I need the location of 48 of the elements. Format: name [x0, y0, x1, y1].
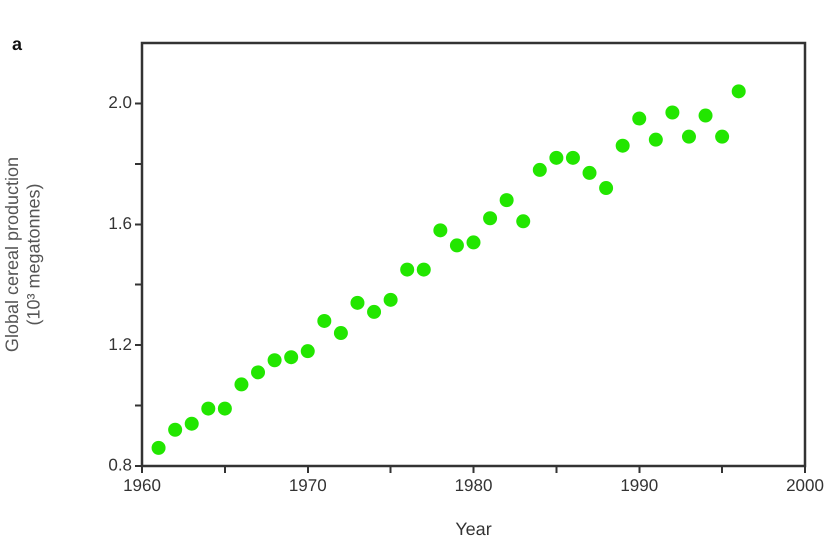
x-tick-label: 1980 — [454, 476, 492, 495]
y-axis-title: Global cereal production (10³ megatonnes) — [2, 156, 44, 352]
point — [450, 238, 464, 252]
point — [300, 344, 315, 358]
point — [433, 223, 448, 238]
point — [616, 138, 630, 153]
point — [152, 440, 166, 455]
point — [549, 150, 564, 165]
point — [715, 130, 730, 144]
x-tick-label: 1990 — [620, 476, 658, 495]
point — [168, 422, 182, 437]
point — [732, 84, 746, 98]
point — [648, 132, 663, 147]
point — [566, 150, 580, 165]
x-tick-label: 1960 — [123, 476, 161, 495]
text: a — [12, 34, 23, 54]
point — [384, 292, 398, 307]
point — [268, 353, 282, 368]
x-axis-title: Year — [455, 519, 492, 540]
point — [483, 211, 498, 226]
point — [251, 365, 266, 380]
point — [698, 108, 713, 123]
x-tick-label: 1970 — [288, 476, 327, 495]
y-tick-label: 1.2 — [108, 334, 132, 354]
point — [218, 402, 232, 416]
point — [317, 314, 332, 328]
point — [350, 296, 364, 310]
point — [500, 193, 514, 208]
point — [234, 377, 248, 392]
point — [184, 416, 199, 431]
point — [532, 162, 547, 177]
point — [201, 402, 216, 416]
point — [416, 262, 431, 277]
point — [599, 181, 614, 196]
point — [632, 112, 646, 126]
point — [516, 214, 530, 228]
point — [400, 262, 414, 277]
point — [334, 326, 348, 340]
point — [665, 105, 680, 120]
x-tick-label: 2000 — [786, 476, 824, 495]
y-tick-label: 2.0 — [108, 93, 132, 112]
point — [466, 235, 480, 250]
point — [582, 166, 597, 180]
point — [284, 350, 298, 364]
y-tick-label: 0.8 — [108, 456, 132, 475]
point — [682, 130, 696, 144]
point — [367, 304, 382, 319]
y-tick-label: 1.6 — [108, 214, 132, 233]
